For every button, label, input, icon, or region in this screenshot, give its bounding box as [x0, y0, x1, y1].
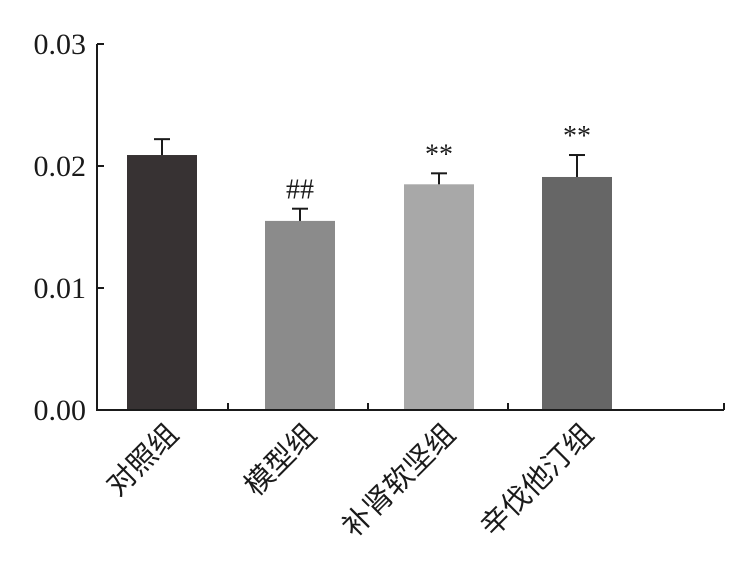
category-label: 补肾软坚组 — [335, 417, 462, 544]
error-bars-layer — [154, 138, 585, 221]
bar-annotation: ## — [286, 175, 314, 206]
bars-layer — [127, 155, 612, 410]
y-tick-label: 0.03 — [34, 28, 87, 61]
y-tick-label: 0.00 — [34, 394, 87, 427]
bar — [265, 220, 335, 410]
category-label: 辛伐他汀组 — [473, 417, 600, 544]
bar — [127, 155, 197, 410]
category-label: 模型组 — [237, 417, 323, 503]
y-tick-label: 0.02 — [34, 150, 87, 183]
category-label: 对照组 — [99, 417, 185, 503]
bar-annotation: ** — [425, 139, 453, 170]
bar — [542, 176, 612, 410]
bar-annotation: ** — [563, 121, 591, 152]
y-tick-label: 0.01 — [34, 272, 87, 305]
axes — [96, 43, 725, 411]
bar — [404, 184, 474, 410]
